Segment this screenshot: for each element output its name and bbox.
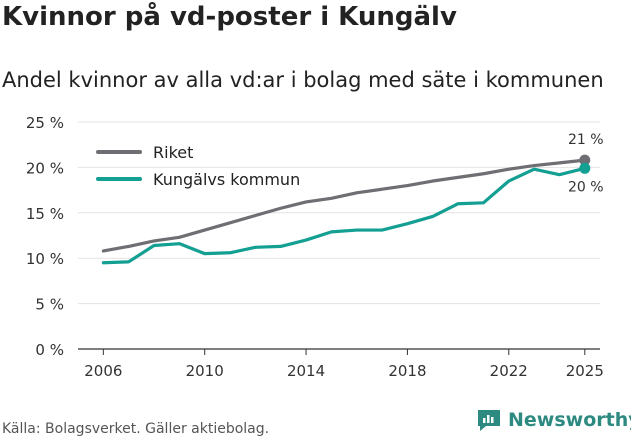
x-tick-label: 2025 (566, 362, 604, 380)
line-chart: 0 % 5 % 10 % 15 % 20 % 25 % 2006 2010 2014 2018 20… (26, 114, 604, 380)
source-note: Källa: Bolagsverket. Gäller aktiebolag. (2, 421, 270, 437)
series-line (101, 158, 587, 253)
brand-name: Newsworthy (508, 409, 631, 431)
y-tick-label: 15 % (26, 205, 64, 223)
chart-subtitle: Andel kvinnor av alla vd:ar i bolag med … (2, 68, 604, 92)
brand-logo: Newsworthy (476, 408, 631, 432)
legend: Riket Kungälvs kommun (96, 143, 300, 189)
legend-label: Kungälvs kommun (153, 170, 300, 189)
x-tick-label: 2022 (490, 362, 528, 380)
y-tick-label: 20 % (26, 159, 64, 177)
series-end-label: 20 % (568, 179, 604, 195)
y-tick-label: 10 % (26, 250, 64, 268)
x-tick-label: 2014 (287, 362, 325, 380)
line-layer: 21 % 20 % (101, 132, 604, 265)
y-tick-label: 25 % (26, 114, 64, 132)
y-tick-label: 0 % (35, 341, 64, 359)
x-tick-label: 2018 (388, 362, 426, 380)
series-end-marker (579, 162, 591, 174)
series-line (101, 166, 587, 265)
y-tick-label: 5 % (35, 296, 64, 314)
series-end-label: 21 % (568, 132, 604, 148)
x-tick-label: 2010 (186, 362, 224, 380)
series-end-marker (579, 154, 591, 166)
legend-label: Riket (153, 143, 193, 162)
x-tick-label: 2006 (84, 362, 122, 380)
newsworthy-logo-icon (478, 410, 500, 431)
chart-title: Kvinnor på vd-poster i Kungälv (2, 2, 457, 32)
